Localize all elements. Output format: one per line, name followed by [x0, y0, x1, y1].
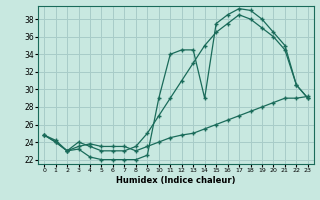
X-axis label: Humidex (Indice chaleur): Humidex (Indice chaleur) [116, 176, 236, 185]
